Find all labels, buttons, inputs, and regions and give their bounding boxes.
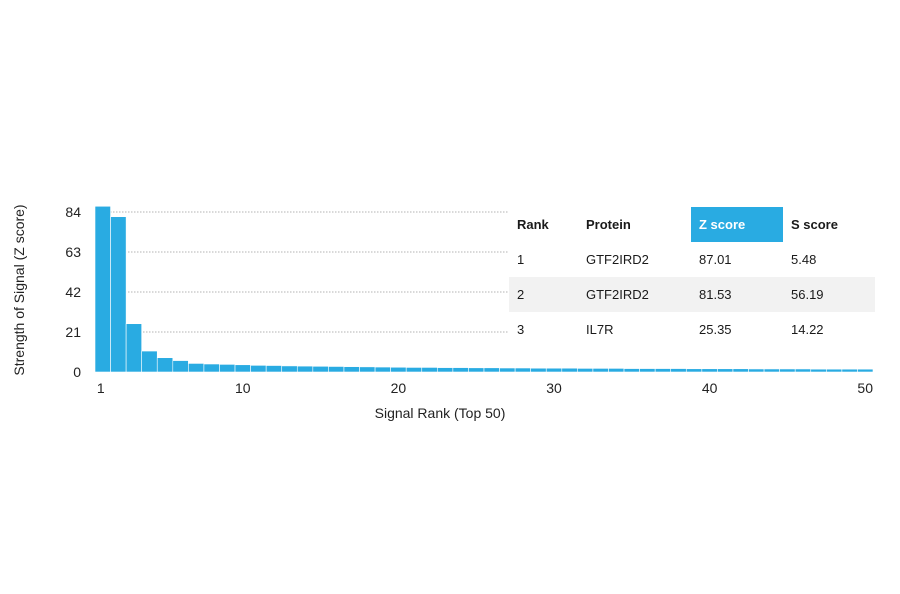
bar	[328, 366, 345, 373]
bar	[592, 368, 609, 373]
bar	[561, 367, 578, 373]
bar	[359, 366, 376, 373]
bar	[810, 368, 827, 373]
bar	[468, 367, 485, 373]
bar	[94, 205, 111, 373]
bar	[405, 367, 423, 373]
table-cell-rank: 1	[509, 242, 578, 277]
x-tick-label: 20	[391, 380, 407, 396]
table-cell-protein: GTF2IRD2	[578, 277, 691, 312]
table-cell-s-score: 14.22	[783, 312, 875, 347]
x-tick-label: 40	[702, 380, 718, 396]
bar	[577, 368, 594, 373]
x-axis-ticks: 1 10 20 30 40 50	[97, 380, 873, 396]
bar	[281, 365, 298, 373]
bars	[94, 205, 874, 373]
table-cell-protein: GTF2IRD2	[578, 242, 691, 277]
bar	[172, 360, 189, 373]
x-tick-label: 10	[235, 380, 251, 396]
bar	[732, 368, 749, 373]
bar	[841, 368, 858, 373]
bar	[794, 368, 812, 373]
bar	[857, 368, 874, 373]
bar	[110, 216, 127, 373]
x-tick-label: 30	[546, 380, 562, 396]
table-row: 1 GTF2IRD2 87.01 5.48	[509, 242, 875, 277]
y-axis-title: Strength of Signal (Z score)	[11, 204, 27, 375]
bar	[312, 365, 329, 373]
bar	[156, 357, 174, 373]
table-cell-s-score: 56.19	[783, 277, 875, 312]
table-row: 3 IL7R 25.35 14.22	[509, 312, 875, 347]
table-row: 2 GTF2IRD2 81.53 56.19	[509, 277, 875, 312]
bar	[296, 365, 314, 373]
bar	[623, 368, 640, 373]
bar	[437, 367, 454, 373]
table-cell-protein: IL7R	[578, 312, 691, 347]
bar	[826, 368, 843, 373]
table-cell-z-score: 81.53	[691, 277, 783, 312]
x-tick-label: 1	[97, 380, 105, 396]
bar	[188, 363, 205, 373]
bar	[125, 323, 142, 373]
table-header-row: Rank Protein Z score S score	[509, 207, 875, 242]
x-axis-title: Signal Rank (Top 50)	[375, 405, 506, 421]
table-cell-z-score: 25.35	[691, 312, 783, 347]
bar	[374, 366, 391, 373]
bar	[234, 364, 251, 373]
x-tick-label: 50	[857, 380, 873, 396]
y-tick-label: 42	[65, 284, 81, 300]
table-cell-z-score: 87.01	[691, 242, 783, 277]
bar	[685, 368, 703, 373]
bar	[141, 350, 158, 373]
bar	[763, 368, 780, 373]
bar	[483, 367, 500, 373]
bar	[639, 368, 656, 373]
bar	[499, 367, 516, 373]
bar	[452, 367, 469, 373]
bar	[219, 364, 236, 373]
score-table: Rank Protein Z score S score 1 GTF2IRD2 …	[509, 207, 875, 347]
bar	[701, 368, 718, 373]
y-tick-label: 63	[65, 244, 81, 260]
y-tick-label: 21	[65, 324, 81, 340]
bar	[748, 368, 765, 373]
header-z-score: Z score	[691, 207, 783, 242]
bar	[514, 367, 531, 373]
bar	[421, 367, 438, 373]
bar	[670, 368, 687, 373]
bar	[654, 368, 672, 373]
y-axis-ticks: 0 21 42 63 84	[65, 204, 81, 380]
bar	[250, 365, 267, 373]
bar	[343, 366, 360, 373]
bar	[545, 367, 563, 373]
bar	[717, 368, 734, 373]
header-rank: Rank	[509, 207, 578, 242]
table-cell-rank: 3	[509, 312, 578, 347]
table-cell-s-score: 5.48	[783, 242, 875, 277]
bar	[779, 368, 796, 373]
header-protein: Protein	[578, 207, 691, 242]
y-tick-label: 84	[65, 204, 81, 220]
bar	[390, 366, 407, 373]
bar	[203, 363, 220, 373]
y-tick-label: 0	[73, 364, 81, 380]
bar	[530, 367, 547, 373]
bar	[608, 368, 625, 373]
header-s-score: S score	[783, 207, 875, 242]
bar	[265, 365, 283, 373]
table-cell-rank: 2	[509, 277, 578, 312]
